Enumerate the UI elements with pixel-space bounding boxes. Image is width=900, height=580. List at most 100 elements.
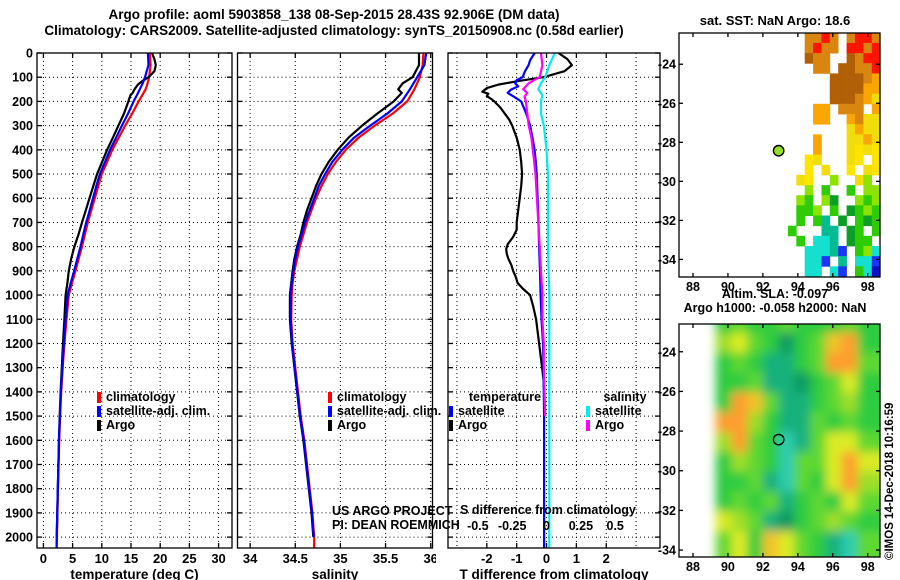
legend-label: satellite-adj. clim. (106, 404, 211, 418)
s-axis-tick: 0.5 (606, 519, 624, 533)
svg-text:5: 5 (69, 551, 76, 566)
svg-text:500: 500 (12, 168, 33, 182)
climatology-swatch (97, 391, 101, 403)
svg-text:1900: 1900 (5, 506, 33, 520)
svg-text:-32: -32 (658, 504, 676, 518)
svg-text:98: 98 (861, 280, 875, 294)
legend-label: Argo (458, 418, 488, 432)
legend-item-climatology: climatology (328, 390, 441, 404)
sla-map-title-line2: Argo h1000: -0.058 h2000: NaN (683, 300, 867, 315)
s-axis-tick: -0.5 (467, 519, 489, 533)
legend-item-satellite-adj: satellite-adj. clim. (328, 404, 441, 418)
svg-text:-32: -32 (658, 214, 676, 228)
legend-diff-temperature: temperature satellite Argo (449, 390, 561, 432)
svg-text:20: 20 (153, 551, 167, 566)
svg-text:-26: -26 (658, 385, 676, 399)
svg-text:-24: -24 (658, 58, 676, 72)
svg-text:-30: -30 (658, 464, 676, 478)
legend-label: Argo (106, 418, 136, 432)
svg-text:90: 90 (721, 560, 735, 574)
svg-text:10: 10 (95, 551, 109, 566)
legend-item-satellite-adj: satellite-adj. clim. (97, 404, 210, 418)
satellite-swatch (328, 405, 332, 417)
legend-item-s-argo: Argo (586, 418, 664, 432)
svg-text:30: 30 (211, 551, 225, 566)
svg-text:1700: 1700 (5, 458, 33, 472)
legend-label: satellite (595, 404, 642, 418)
legend-label: climatology (106, 390, 176, 404)
legend-item-argo: Argo (97, 418, 210, 432)
legend-label: Argo (595, 418, 625, 432)
svg-text:-28: -28 (658, 136, 676, 150)
svg-text:T difference from climatology: T difference from climatology (459, 567, 649, 580)
svg-text:90: 90 (721, 280, 735, 294)
svg-text:34.5: 34.5 (283, 551, 308, 566)
svg-text:salinity: salinity (312, 567, 359, 580)
sla-map-title-line1: Altim. SLA: -0.097 (721, 287, 829, 301)
svg-text:1600: 1600 (5, 434, 33, 448)
sst-map: 88 90 92 94 96 98 -24 -26 -28 -30 -32 -34 (658, 32, 881, 294)
svg-text:1000: 1000 (5, 289, 33, 303)
svg-text:1500: 1500 (5, 410, 33, 424)
legend-label: satellite-adj. clim. (337, 404, 442, 418)
svg-text:1800: 1800 (5, 482, 33, 496)
svg-text:-24: -24 (658, 345, 676, 359)
svg-text:88: 88 (686, 280, 700, 294)
svg-text:0: 0 (26, 47, 33, 61)
svg-text:1400: 1400 (5, 385, 33, 399)
svg-text:-2: -2 (481, 551, 493, 566)
svg-text:96: 96 (826, 280, 840, 294)
s-argo-swatch (586, 419, 590, 431)
legend-item-s-satellite: satellite (586, 404, 664, 418)
climatology-swatch (328, 391, 332, 403)
svg-text:-1: -1 (511, 551, 523, 566)
svg-text:900: 900 (12, 264, 33, 278)
svg-text:-30: -30 (658, 175, 676, 189)
satellite-swatch (449, 405, 453, 417)
svg-text:35: 35 (333, 551, 347, 566)
svg-text:1200: 1200 (5, 337, 33, 351)
sst-map-title: sat. SST: NaN Argo: 18.6 (699, 13, 851, 28)
svg-text:800: 800 (12, 240, 33, 254)
svg-text:-26: -26 (658, 97, 676, 111)
figure-title-line1: Argo profile: aoml 5903858_138 08-Sep-20… (108, 7, 560, 22)
salinity-profile-panel: 34 34.5 35 35.5 36 salinity (236, 52, 436, 580)
svg-text:0: 0 (543, 551, 550, 566)
sla-map: 88 90 92 94 96 98 -24 -26 -28 -30 -32 -34 (658, 323, 881, 574)
argo-swatch (449, 419, 453, 431)
svg-text:25: 25 (182, 551, 196, 566)
s-axis-tick: 0 (543, 519, 551, 533)
svg-text:88: 88 (686, 560, 700, 574)
s-difference-axis-label: S difference from climatology (460, 503, 636, 517)
s-axis-tick: 0.25 (568, 519, 594, 533)
project-line2: PI: DEAN ROEMMICH (332, 518, 460, 532)
argo-swatch (97, 419, 101, 431)
sla-map-title: Altim. SLA: -0.097 Argo h1000: -0.058 h2… (650, 287, 900, 315)
svg-text:2: 2 (603, 551, 610, 566)
svg-text:36: 36 (423, 551, 436, 566)
svg-text:-28: -28 (658, 425, 676, 439)
svg-text:1100: 1100 (6, 313, 33, 327)
svg-text:-34: -34 (658, 544, 676, 558)
svg-text:94: 94 (791, 280, 805, 294)
legend-temperature-panel: climatology satellite-adj. clim. Argo (97, 390, 210, 432)
project-line1: US ARGO PROJECT (332, 504, 453, 518)
svg-text:-34: -34 (658, 253, 676, 267)
svg-text:1300: 1300 (5, 361, 33, 375)
legend-item-argo: Argo (328, 418, 441, 432)
svg-text:92: 92 (756, 560, 770, 574)
svg-text:100: 100 (12, 71, 33, 85)
legend-label: climatology (337, 390, 407, 404)
temperature-profile-panel: 0 5 10 15 20 25 300100200300400500600700800900… (5, 47, 233, 580)
s-axis-tick: -0.25 (497, 519, 527, 533)
legend-label: Argo (337, 418, 367, 432)
svg-text:0: 0 (40, 551, 47, 566)
svg-text:94: 94 (791, 560, 805, 574)
svg-text:1: 1 (573, 551, 580, 566)
legend-salinity-panel: climatology satellite-adj. clim. Argo (328, 390, 441, 432)
imos-credit: ©IMOS 14-Dec-2018 10:16:59 (884, 402, 896, 560)
difference-panel: -2 -1 0 1 2T difference from climatology (447, 52, 661, 580)
figure-title: Argo profile: aoml 5903858_138 08-Sep-20… (0, 7, 668, 38)
legend-item-t-satellite: satellite (449, 404, 561, 418)
